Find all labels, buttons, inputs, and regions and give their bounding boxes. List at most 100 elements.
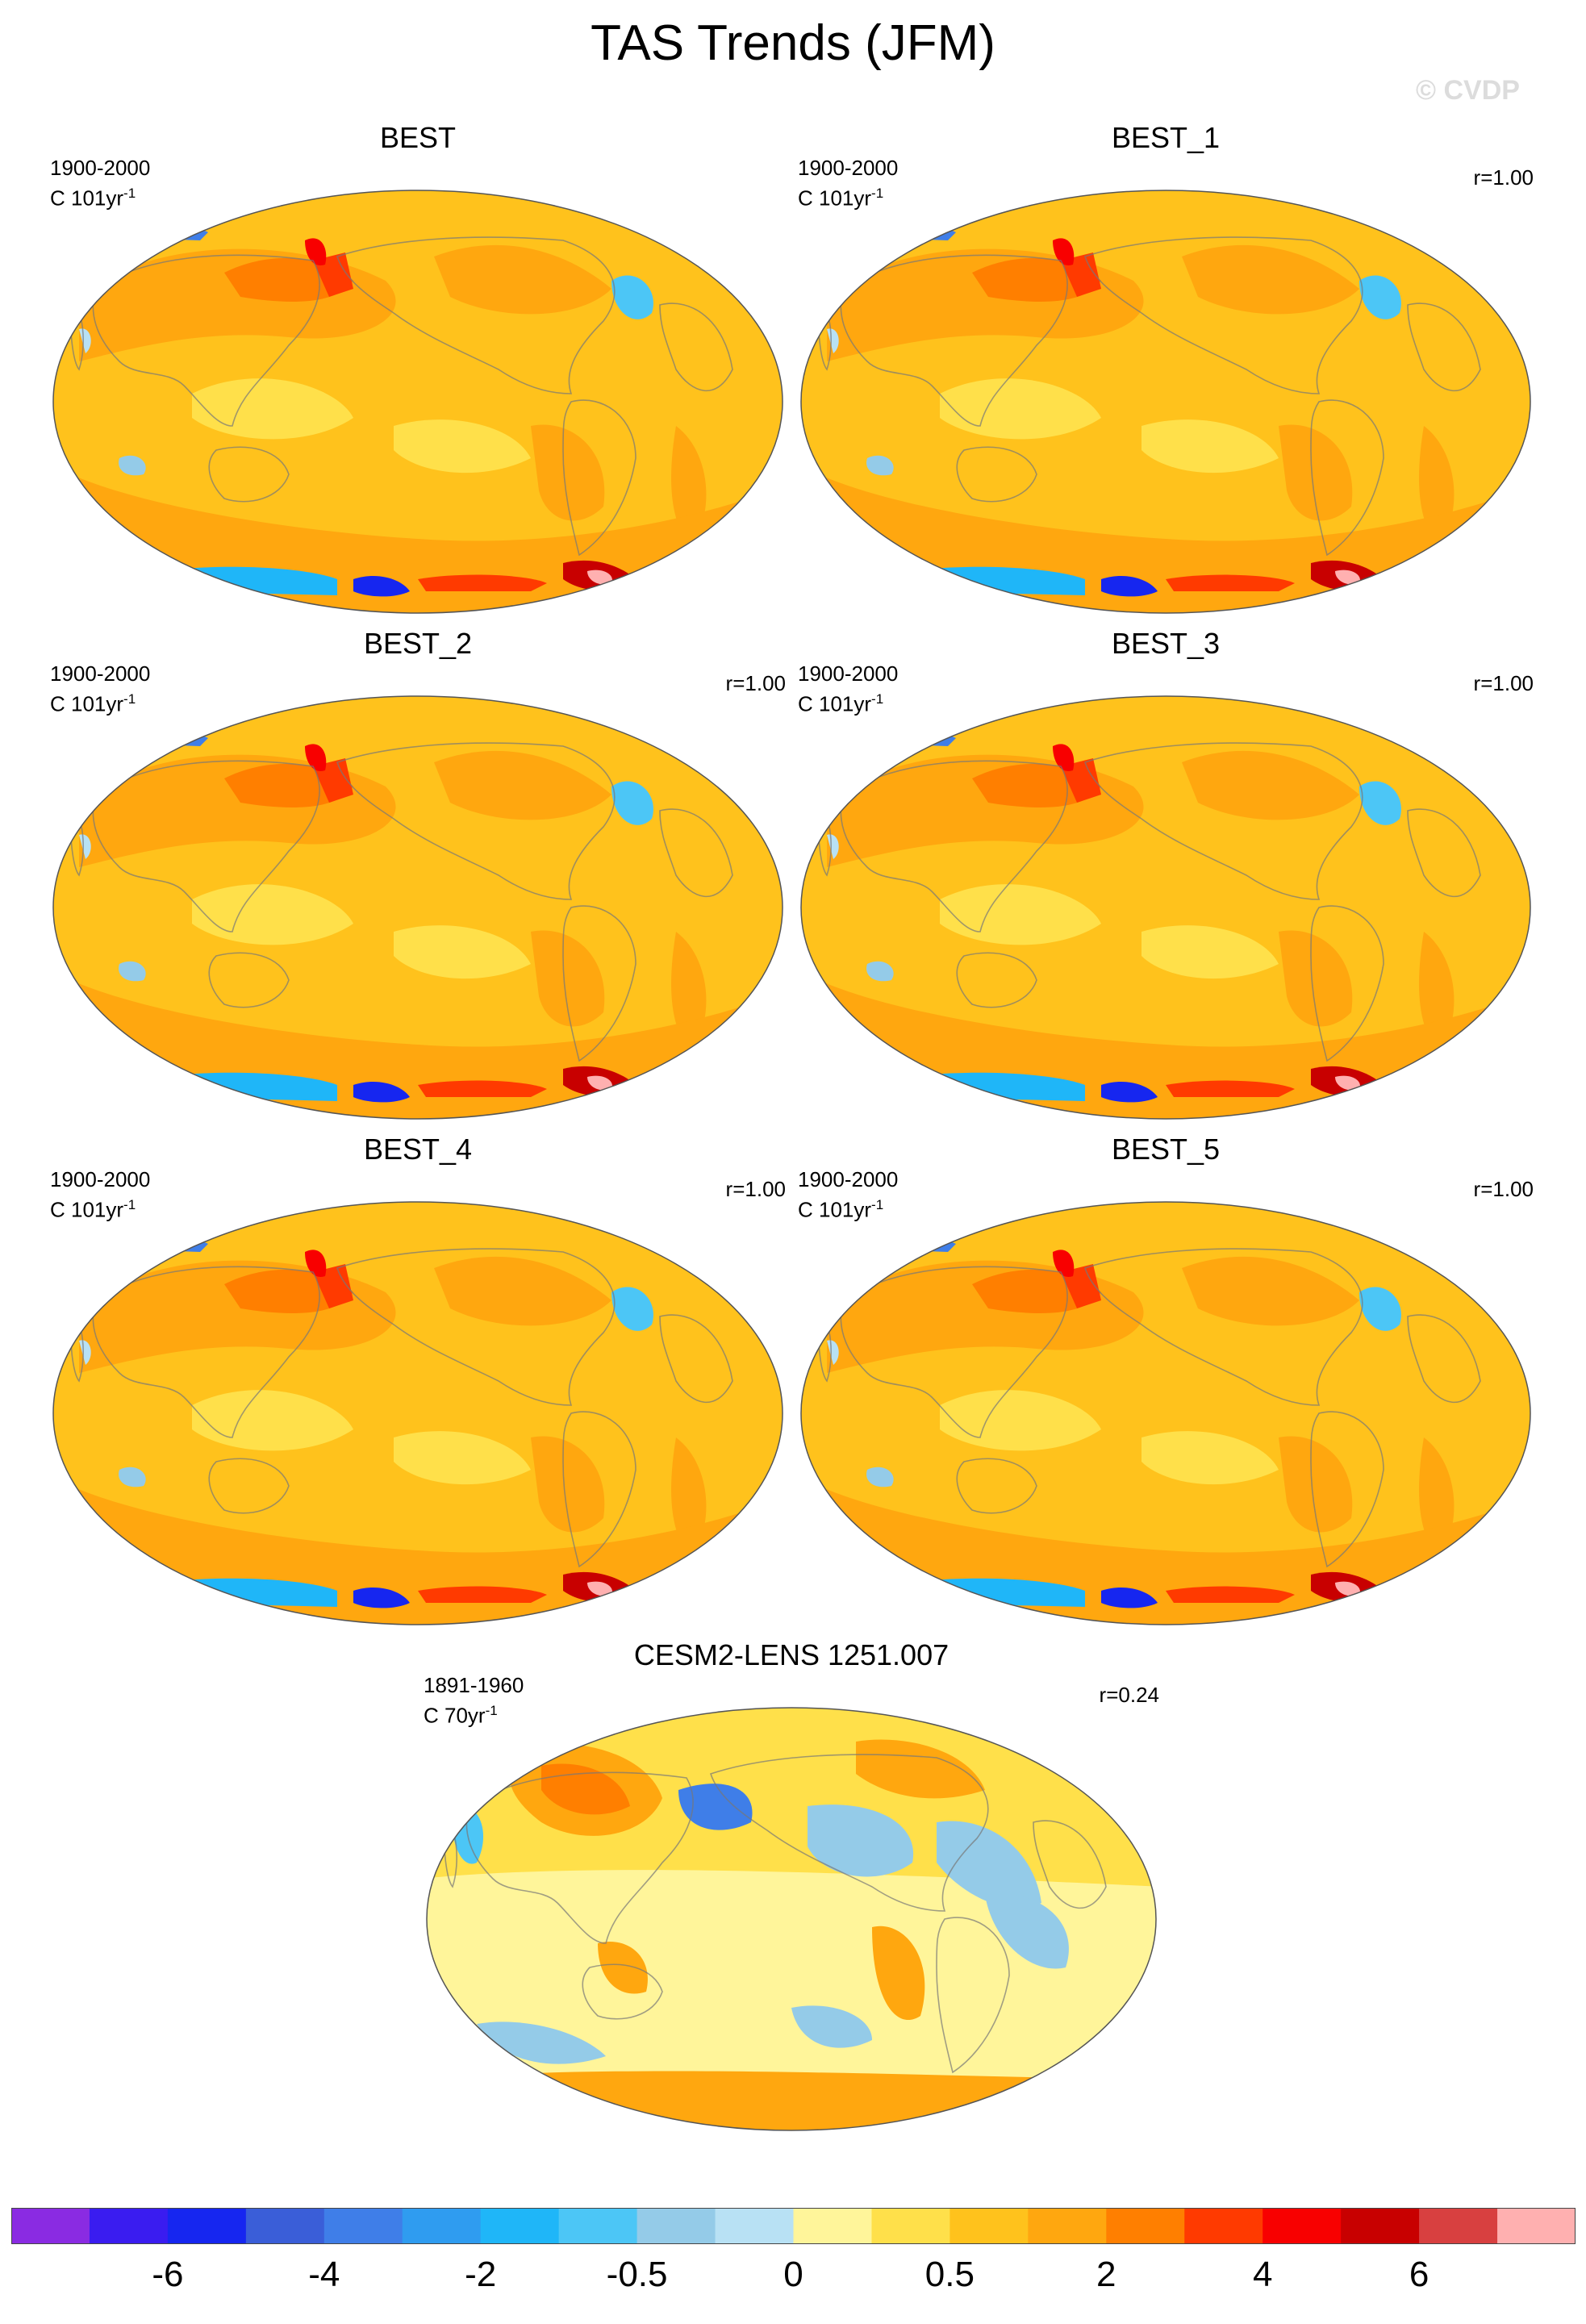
trend-region-14 [418, 1586, 547, 1603]
coastline-2 [562, 399, 636, 557]
coastline-1 [336, 236, 616, 394]
trend-region-19 [144, 223, 208, 240]
trend-region-13 [353, 575, 410, 597]
trend-region-19 [891, 1235, 956, 1252]
trend-region-3 [434, 244, 611, 315]
trend-region-10 [119, 961, 146, 982]
coastline-3 [956, 952, 1037, 1008]
panel-period: 1900-2000 [798, 661, 899, 686]
panel-title: BEST_4 [363, 1133, 473, 1166]
trend-region-13 [353, 1587, 410, 1608]
colorbar [11, 2208, 1576, 2244]
colorbar-swatch [1341, 2208, 1420, 2244]
panel-title: BEST [379, 121, 457, 154]
colorbar-tick-label: 4 [1252, 2255, 1273, 2294]
trend-map [52, 695, 783, 1120]
colorbar-swatch [1497, 2208, 1576, 2244]
pattern-correlation: r=1.00 [1473, 671, 1534, 695]
colorbar-swatch [480, 2208, 560, 2244]
trend-region-14 [1166, 1080, 1295, 1097]
trend-region-17 [1053, 744, 1075, 771]
units-exponent: -1 [123, 1197, 136, 1212]
units-main: C 101yr [50, 691, 124, 716]
colorbar-tick-label: 0 [783, 2255, 803, 2294]
trend-region-0 [427, 1870, 1156, 2130]
coastline-4 [659, 1314, 733, 1404]
units-main: C 101yr [798, 186, 872, 211]
trend-region-9 [611, 1287, 653, 1331]
map-border [800, 1201, 1531, 1625]
trend-region-10 [866, 961, 894, 982]
trend-region-14 [418, 574, 547, 591]
units-exponent: -1 [123, 186, 136, 201]
colorbar-swatch [245, 2208, 325, 2244]
panel-units: C 101yr-1 [50, 1192, 136, 1223]
trend-region-9 [872, 1926, 925, 2021]
trend-region-2 [541, 1763, 630, 1815]
coastline-0 [840, 254, 1068, 427]
panel-units: C 101yr-1 [50, 686, 136, 717]
panel-period: 1891-1960 [424, 1673, 524, 1697]
coastline-4 [659, 302, 733, 392]
colorbar-tick-label: -0.5 [606, 2255, 668, 2294]
trend-region-16 [1335, 570, 1360, 585]
coastline-0 [92, 760, 320, 933]
trend-region-6 [531, 930, 605, 1027]
panel-period: 1900-2000 [50, 156, 151, 180]
trend-region-10 [866, 455, 894, 476]
panel-title: CESM2-LENS 1251.007 [633, 1638, 950, 1671]
colorbar-swatch [1419, 2208, 1498, 2244]
trend-region-14 [1166, 1586, 1295, 1603]
units-exponent: -1 [871, 1197, 884, 1212]
coastline-4 [1407, 1314, 1481, 1404]
trend-region-9 [611, 275, 653, 319]
coastline-1 [709, 1754, 989, 1912]
coastline-4 [1407, 808, 1481, 898]
colorbar-swatch [636, 2208, 716, 2244]
coastline-4 [1033, 1820, 1107, 1909]
coastline-2 [936, 1917, 1010, 2074]
panel-units: C 101yr-1 [798, 686, 883, 717]
panel-period: 1900-2000 [50, 661, 151, 686]
coastline-0 [92, 1266, 320, 1438]
trend-region-5 [808, 1805, 914, 1877]
coastline-0 [465, 1771, 694, 1944]
trend-region-6 [531, 424, 605, 521]
coastline-2 [1310, 905, 1384, 1062]
pattern-correlation: r=1.00 [1473, 165, 1534, 190]
trend-region-9 [611, 781, 653, 825]
colorbar-swatch [793, 2208, 872, 2244]
colorbar-swatch [323, 2208, 403, 2244]
trend-region-16 [587, 1075, 612, 1091]
map-panel: BEST_3 1900-2000 C 101yr-1 r=1.00 [795, 627, 1537, 1127]
trend-region-13 [353, 1081, 410, 1103]
trend-region-5 [1142, 925, 1279, 979]
colorbar-tick-label: 0.5 [924, 2255, 975, 2294]
trend-region-9 [1359, 275, 1401, 319]
units-main: C 101yr [50, 1197, 124, 1222]
panel-period: 1900-2000 [798, 156, 899, 180]
panel-title: BEST_5 [1111, 1133, 1221, 1166]
trend-region-14 [418, 1080, 547, 1097]
coastline-1 [1083, 236, 1363, 394]
colorbar-swatch [167, 2208, 247, 2244]
coastline-4 [659, 808, 733, 898]
colorbar-swatch [558, 2208, 638, 2244]
colorbar-tick-label: 2 [1096, 2255, 1116, 2294]
coastline-3 [208, 1458, 290, 1514]
trend-region-3 [434, 1256, 611, 1326]
units-exponent: -1 [485, 1703, 498, 1718]
coastline-1 [1083, 1248, 1363, 1406]
trend-region-10 [119, 455, 146, 476]
pattern-correlation: r=1.00 [725, 1177, 786, 1201]
coastline-2 [562, 905, 636, 1062]
trend-map [52, 1201, 783, 1625]
trend-region-6 [1279, 1436, 1353, 1533]
panel-units: C 101yr-1 [798, 1192, 883, 1223]
units-main: C 101yr [50, 186, 124, 211]
figure-title: TAS Trends (JFM) [591, 15, 995, 71]
trend-region-5 [394, 1431, 531, 1485]
trend-region-3 [434, 750, 611, 820]
map-border [52, 1201, 783, 1625]
trend-region-11 [827, 328, 839, 353]
